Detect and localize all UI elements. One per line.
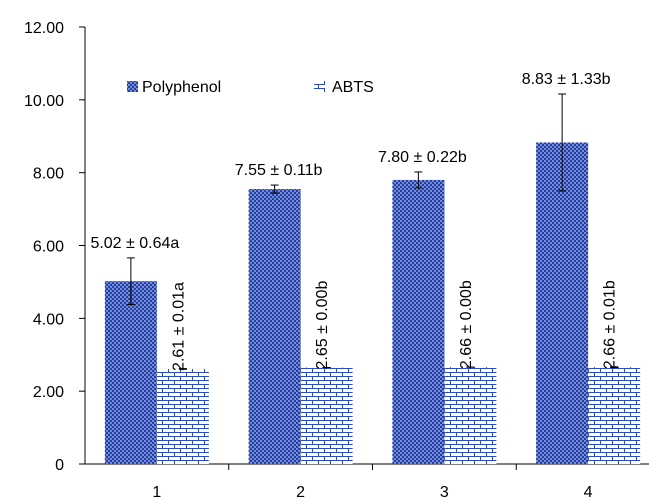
data-label-polyphenol: 5.02 ± 0.64a	[90, 235, 179, 252]
data-labels: 5.02 ± 0.64a 2.61 ± 0.01a 7.55 ± 0.11b 2.65…	[90, 71, 618, 371]
x-tick-label: 3	[440, 484, 449, 500]
x-tick-label: 1	[152, 484, 161, 500]
x-tick-label: 2	[296, 484, 305, 500]
data-label-polyphenol: 8.83 ± 1.33b	[522, 71, 611, 88]
data-label-abts: 2.61 ± 0.01a	[170, 282, 187, 371]
data-label-abts: 2.66 ± 0.01b	[602, 280, 619, 369]
bars	[104, 93, 641, 464]
bar-polyphenol-2	[248, 189, 301, 464]
y-tick-label: 12.00	[24, 20, 64, 37]
legend-swatch-polyphenol	[127, 81, 138, 92]
legend-label-abts: ABTS	[332, 79, 374, 96]
bar-abts-2	[300, 367, 353, 464]
bar-abts-1	[156, 368, 209, 464]
bar-polyphenol-3	[392, 179, 445, 464]
y-tick-label: 8.00	[33, 166, 64, 183]
y-tick-label: 4.00	[33, 311, 64, 328]
x-axis: 1 2 3 4	[85, 463, 649, 500]
y-tick-label: 6.00	[33, 239, 64, 256]
y-tick-label: 2.00	[33, 384, 64, 401]
data-label-polyphenol: 7.55 ± 0.11b	[235, 162, 323, 179]
legend-swatch-abts	[314, 81, 325, 92]
legend: Polyphenol ABTS	[127, 79, 374, 96]
data-label-abts: 2.65 ± 0.00b	[314, 281, 331, 370]
data-label-abts: 2.66 ± 0.00b	[458, 280, 475, 369]
legend-label-polyphenol: Polyphenol	[142, 79, 221, 96]
y-tick-label: 10.00	[24, 93, 64, 110]
bar-polyphenol-4	[536, 142, 589, 464]
bar-polyphenol-1	[104, 281, 157, 464]
bar-abts-4	[588, 367, 641, 464]
y-tick-label: 0	[55, 457, 64, 474]
x-tick-label: 4	[584, 484, 593, 500]
data-label-polyphenol: 7.80 ± 0.22b	[378, 149, 467, 166]
y-axis: 0 2.00 4.00 6.00 8.00 10.00 12.00	[24, 20, 86, 474]
bar-abts-3	[444, 367, 497, 464]
